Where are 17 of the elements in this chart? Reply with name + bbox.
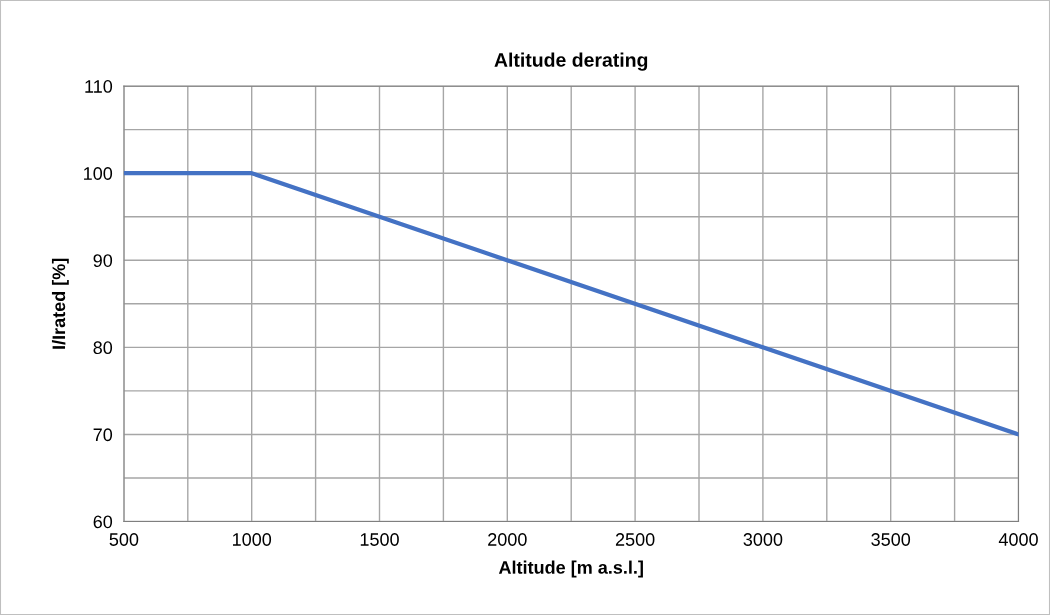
x-axis-title: Altitude [m a.s.l.] <box>498 560 643 578</box>
y-axis-title: I/Irated [%] <box>51 258 69 349</box>
y-tick-label: 60 <box>93 515 113 529</box>
x-tick-label: 3000 <box>743 533 783 546</box>
x-tick-label: 1500 <box>360 533 399 546</box>
y-tick-label: 70 <box>93 428 113 442</box>
y-tick-label: 90 <box>93 254 113 267</box>
x-tick-label: 500 <box>109 533 139 546</box>
chart-title: Altitude derating <box>494 52 648 71</box>
x-tick-label: 2000 <box>488 533 527 546</box>
x-tick-label: 3500 <box>871 533 911 546</box>
x-tick-label: 4000 <box>998 533 1038 546</box>
y-tick-label: 110 <box>85 80 113 93</box>
y-tick-label: 80 <box>93 341 113 355</box>
x-tick-label: 2500 <box>615 533 655 546</box>
y-tick-label: 100 <box>84 167 113 180</box>
x-tick-label: 1000 <box>233 533 272 546</box>
